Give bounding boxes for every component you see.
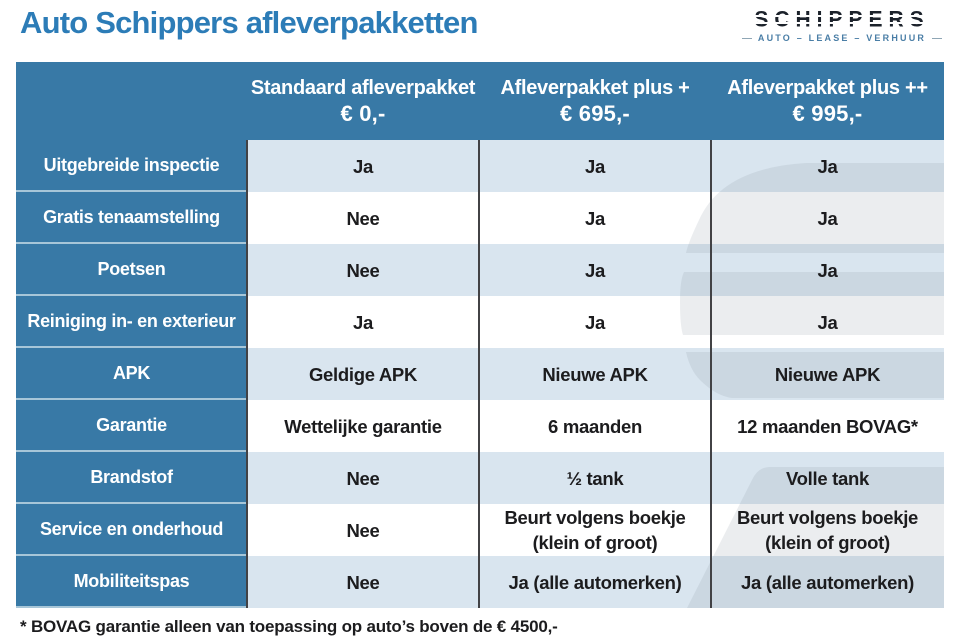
row-label: Mobiliteitspas bbox=[16, 556, 247, 608]
table-cell: Ja (alle automerken) bbox=[711, 556, 944, 608]
table-row: APK Geldige APK Nieuwe APK Nieuwe APK bbox=[16, 348, 944, 400]
table-cell: Ja bbox=[711, 244, 944, 296]
package-price: € 695,- bbox=[560, 101, 630, 126]
table-cell: 12 maanden BOVAG* bbox=[711, 400, 944, 452]
logo-tagline: AUTO – LEASE – VERHUUR bbox=[757, 33, 927, 43]
table-row: Uitgebreide inspectie Ja Ja Ja bbox=[16, 140, 944, 192]
table-cell: Ja bbox=[711, 192, 944, 244]
table-cell: 6 maanden bbox=[479, 400, 711, 452]
row-label: Poetsen bbox=[16, 244, 247, 296]
table-cell: Nee bbox=[247, 504, 479, 556]
table-cell: Nee bbox=[247, 556, 479, 608]
header-cell-plus: Afleverpakket plus + € 695,- bbox=[479, 62, 711, 140]
package-price: € 0,- bbox=[340, 101, 386, 126]
packages-table: Standaard afleverpakket € 0,- Afleverpak… bbox=[16, 62, 944, 608]
table-cell: Ja (alle automerken) bbox=[479, 556, 711, 608]
table-cell: Wettelijke garantie bbox=[247, 400, 479, 452]
table-cell: Ja bbox=[479, 140, 711, 192]
table-header-row: Standaard afleverpakket € 0,- Afleverpak… bbox=[16, 62, 944, 140]
table-cell: Ja bbox=[479, 296, 711, 348]
package-name: Afleverpakket plus ++ bbox=[727, 77, 928, 99]
schippers-logo: SCHIPPERS AUTO – LEASE – VERHUUR bbox=[742, 7, 943, 43]
table-cell: Ja bbox=[711, 296, 944, 348]
tagline-rule-right bbox=[932, 37, 943, 39]
table-row: Reiniging in- en exterieur Ja Ja Ja bbox=[16, 296, 944, 348]
row-label: Brandstof bbox=[16, 452, 247, 504]
header-cell-empty bbox=[16, 62, 247, 140]
row-label: Reiniging in- en exterieur bbox=[16, 296, 247, 348]
table-cell: Ja bbox=[479, 192, 711, 244]
table-cell: ½ tank bbox=[479, 452, 711, 504]
table-cell: Beurt volgens boekje (klein of groot) bbox=[479, 504, 711, 556]
row-label: Garantie bbox=[16, 400, 247, 452]
header-cell-standaard: Standaard afleverpakket € 0,- bbox=[247, 62, 479, 140]
table-row: Mobiliteitspas Nee Ja (alle automerken) … bbox=[16, 556, 944, 608]
table-row: Gratis tenaamstelling Nee Ja Ja bbox=[16, 192, 944, 244]
table-cell: Volle tank bbox=[711, 452, 944, 504]
tagline-rule-left bbox=[742, 37, 752, 39]
table-row: Garantie Wettelijke garantie 6 maanden 1… bbox=[16, 400, 944, 452]
table-cell: Ja bbox=[479, 244, 711, 296]
table-cell: Nieuwe APK bbox=[479, 348, 711, 400]
logo-tagline-row: AUTO – LEASE – VERHUUR bbox=[742, 33, 943, 43]
table-cell: Nee bbox=[247, 244, 479, 296]
logo-stripe-decoration bbox=[742, 22, 942, 24]
table-cell: Nee bbox=[247, 192, 479, 244]
logo-stripe-decoration bbox=[742, 15, 942, 17]
table-cell: Nieuwe APK bbox=[711, 348, 944, 400]
table-cell: Ja bbox=[711, 140, 944, 192]
table-row: Brandstof Nee ½ tank Volle tank bbox=[16, 452, 944, 504]
table-cell: Geldige APK bbox=[247, 348, 479, 400]
header-cell-plusplus: Afleverpakket plus ++ € 995,- bbox=[711, 62, 944, 140]
row-label: Service en onderhoud bbox=[16, 504, 247, 556]
table-row: Service en onderhoud Nee Beurt volgens b… bbox=[16, 504, 944, 556]
logo-wordmark: SCHIPPERS bbox=[754, 7, 930, 32]
table-row: Poetsen Nee Ja Ja bbox=[16, 244, 944, 296]
page-title: Auto Schippers afleverpakketten bbox=[20, 5, 478, 40]
package-name: Afleverpakket plus + bbox=[500, 77, 690, 99]
logo-wordmark-wrap: SCHIPPERS bbox=[742, 7, 942, 32]
table-cell: Beurt volgens boekje (klein of groot) bbox=[711, 504, 944, 556]
package-price: € 995,- bbox=[792, 101, 863, 126]
table-cell: Ja bbox=[247, 296, 479, 348]
bovag-footnote: * BOVAG garantie alleen van toepassing o… bbox=[20, 617, 558, 636]
row-label: Gratis tenaamstelling bbox=[16, 192, 247, 244]
row-label: APK bbox=[16, 348, 247, 400]
table-cell: Nee bbox=[247, 452, 479, 504]
package-name: Standaard afleverpakket bbox=[250, 77, 476, 99]
row-label: Uitgebreide inspectie bbox=[16, 140, 247, 192]
table-cell: Ja bbox=[247, 140, 479, 192]
